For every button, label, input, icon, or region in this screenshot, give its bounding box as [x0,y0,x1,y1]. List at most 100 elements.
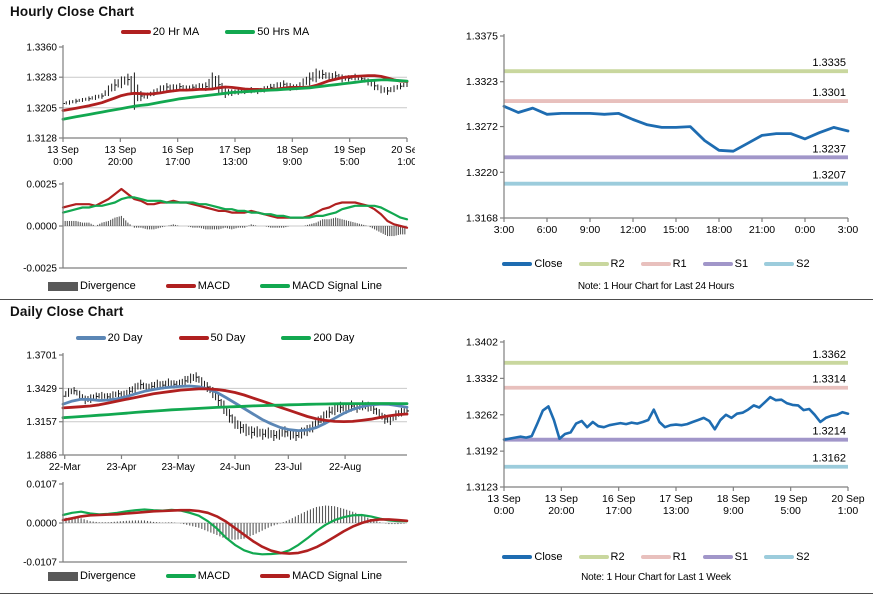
svg-text:1.3332: 1.3332 [466,373,498,385]
s2-swatch-icon [764,262,795,266]
hourly-price-legend: 20 Hr MA 50 Hrs MA [15,24,415,40]
hourly-macd-legend: Divergence MACD MACD Signal Line [15,278,415,294]
legend-label: Close [534,551,563,563]
legend-label: 50 Day [210,332,246,344]
legend-label: 50 Hrs MA [257,26,310,38]
daily-pivot-legend: Close R2 R1 S1 S2 [440,549,872,565]
legend-item-r2: R2 [578,258,625,270]
legend-label: R1 [672,258,687,270]
hourly-section-title: Hourly Close Chart [10,4,135,19]
svg-text:13:00: 13:00 [222,157,247,168]
svg-text:9:00: 9:00 [723,505,744,517]
daily-section-title: Daily Close Chart [10,304,124,319]
legend-label: S1 [734,551,749,563]
legend-label: Divergence [80,280,136,292]
legend-item-r1: R1 [640,551,687,563]
svg-text:16 Sep: 16 Sep [162,145,194,156]
svg-text:5:00: 5:00 [780,505,801,517]
svg-text:23-May: 23-May [162,462,195,473]
svg-text:1.3205: 1.3205 [26,103,57,114]
svg-text:22-Mar: 22-Mar [49,462,81,473]
svg-text:0:00: 0:00 [494,505,515,517]
svg-text:13 Sep: 13 Sep [545,493,578,505]
daily-price-legend: 20 Day 50 Day 200 Day [15,330,415,346]
svg-text:17 Sep: 17 Sep [219,145,251,156]
svg-text:3:00: 3:00 [494,224,515,236]
svg-text:17:00: 17:00 [606,505,632,517]
legend-item-r1: R1 [640,258,687,270]
svg-text:1.3168: 1.3168 [466,213,498,225]
svg-text:1.2886: 1.2886 [26,451,57,462]
svg-text:23-Apr: 23-Apr [106,462,137,473]
svg-text:1.3402: 1.3402 [466,337,498,349]
hourly-pivot-legend: Close R2 R1 S1 S2 [440,256,872,272]
svg-text:0:00: 0:00 [53,157,73,168]
legend-label: 200 Day [313,332,355,344]
legend-item-200-day: 200 Day [281,332,354,344]
legend-item-50-day: 50 Day [178,332,246,344]
svg-text:1.3362: 1.3362 [812,349,846,361]
legend-label: S1 [734,258,749,270]
legend-label: Divergence [80,570,136,582]
daily-pivot-chart: 1.3362 1.3314 1.3214 1.3162 1.3402 1.3332 1.32… [466,337,865,518]
svg-text:1.3220: 1.3220 [466,167,498,179]
svg-text:1.3207: 1.3207 [812,170,846,182]
legend-label: MACD Signal Line [292,570,382,582]
legend-label: R2 [610,258,625,270]
svg-text:0.0025: 0.0025 [26,180,57,191]
svg-text:1.3323: 1.3323 [466,76,498,88]
svg-text:1.3335: 1.3335 [812,57,846,69]
close-swatch-icon [502,555,533,559]
svg-text:18 Sep: 18 Sep [717,493,750,505]
legend-item-close: Close [502,258,563,270]
section-divider [0,299,873,300]
svg-text:1:00: 1:00 [838,505,859,517]
legend-item-50-hrs-ma: 50 Hrs MA [225,26,309,38]
svg-text:6:00: 6:00 [537,224,558,236]
legend-label: MACD [197,570,231,582]
svg-text:20 Sep: 20 Sep [391,145,415,156]
svg-text:13 Sep: 13 Sep [104,145,136,156]
svg-text:19 Sep: 19 Sep [334,145,366,156]
divergence-swatch-icon [48,281,79,291]
svg-text:1.3360: 1.3360 [26,43,57,54]
svg-text:-0.0025: -0.0025 [23,264,57,273]
hourly-macd-chart: 0.0025 0.0000 -0.0025 [23,180,409,273]
svg-text:1.3162: 1.3162 [812,453,846,465]
svg-text:0:00: 0:00 [795,224,816,236]
200-day-swatch-icon [281,336,312,340]
svg-text:1.3701: 1.3701 [26,351,57,362]
r2-swatch-icon [578,262,609,266]
r2-swatch-icon [578,555,609,559]
50-day-swatch-icon [178,336,209,340]
svg-text:20 Sep: 20 Sep [831,493,864,505]
svg-text:1:00: 1:00 [397,157,415,168]
svg-text:1.3157: 1.3157 [26,417,57,428]
svg-text:19 Sep: 19 Sep [774,493,807,505]
legend-item-macd-signal-line: MACD Signal Line [260,570,382,582]
legend-label: R1 [672,551,687,563]
section-divider [0,593,873,594]
svg-text:9:00: 9:00 [580,224,601,236]
svg-text:5:00: 5:00 [340,157,360,168]
svg-text:1.3375: 1.3375 [466,31,498,43]
svg-text:1.3262: 1.3262 [466,409,498,421]
20-day-swatch-icon [75,336,106,340]
svg-text:23-Jul: 23-Jul [275,462,302,473]
svg-text:1.3314: 1.3314 [812,374,846,386]
legend-item-divergence: Divergence [48,570,136,582]
svg-text:9:00: 9:00 [283,157,303,168]
50-hrs-ma-swatch-icon [225,30,256,34]
legend-label: S2 [796,551,810,563]
svg-text:1.3301: 1.3301 [812,87,846,99]
svg-text:1.3272: 1.3272 [466,121,498,133]
macd-swatch-icon [165,284,196,288]
legend-item-s1: S1 [702,551,749,563]
svg-text:13 Sep: 13 Sep [487,493,520,505]
legend-label: S2 [796,258,810,270]
legend-item-s1: S1 [702,258,749,270]
daily-macd-legend: Divergence MACD MACD Signal Line [15,568,415,584]
svg-text:18 Sep: 18 Sep [276,145,308,156]
